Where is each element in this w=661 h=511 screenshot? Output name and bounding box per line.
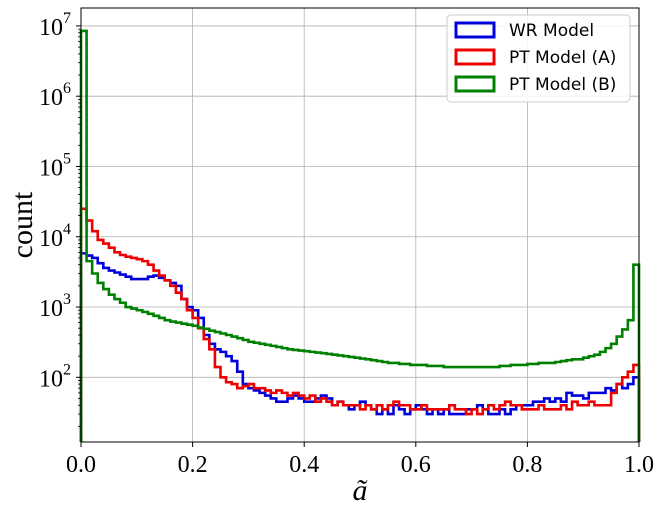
y-tick-label: 103	[39, 291, 71, 322]
x-tick-label: 0.4	[289, 452, 319, 478]
series-line-1	[79, 207, 641, 442]
x-tick-label: 0.2	[178, 452, 208, 478]
legend-swatch-pt-b	[454, 75, 496, 93]
tick-marks	[76, 25, 640, 447]
x-tick-label: 0.8	[512, 452, 542, 478]
series-group	[79, 29, 641, 442]
y-tick-labels: 102 103 104 105 106 107	[39, 10, 71, 392]
legend-label-wr: WR Model	[509, 21, 594, 41]
y-tick-label: 107	[39, 10, 71, 41]
x-axis-label: ã	[353, 474, 368, 507]
y-tick-label: 106	[39, 80, 71, 111]
plot-frame	[80, 7, 640, 443]
legend-label-pt-a: PT Model (A)	[509, 48, 616, 68]
legend-swatch-pt-a	[454, 48, 496, 66]
x-tick-labels: 0.0 0.2 0.4 0.6 0.8 1.0	[66, 452, 654, 478]
x-tick-label: 0.6	[401, 452, 431, 478]
y-tick-label: 104	[39, 221, 71, 252]
x-tick-label: 1.0	[624, 452, 654, 478]
y-tick-label: 105	[39, 150, 71, 181]
x-tick-label: 0.0	[66, 452, 96, 478]
legend-label-pt-b: PT Model (B)	[509, 75, 616, 95]
legend-swatch-wr	[454, 21, 496, 39]
y-axis-label: count	[6, 191, 39, 258]
series-line-2	[79, 29, 641, 442]
legend: WR Model PT Model (A) PT Model (B)	[446, 14, 631, 103]
y-tick-label: 102	[39, 361, 71, 392]
